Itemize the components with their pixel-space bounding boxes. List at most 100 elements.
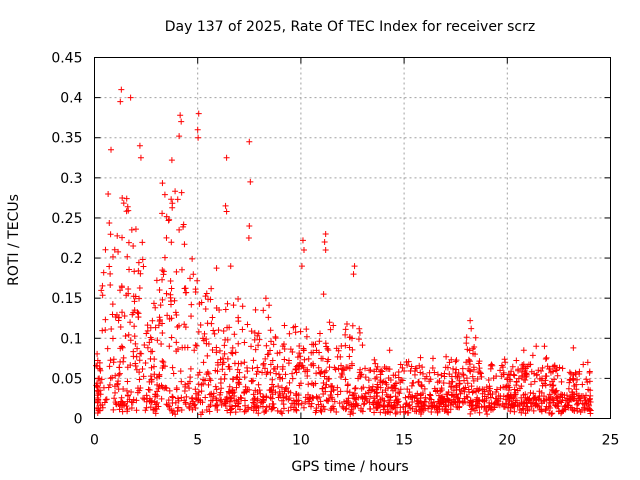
data-point: [260, 307, 267, 314]
data-point: [559, 407, 566, 414]
data-point: [234, 366, 241, 373]
data-point: [501, 356, 508, 363]
data-point: [510, 371, 517, 378]
data-point: [259, 396, 266, 403]
data-point: [267, 361, 274, 368]
data-point: [260, 361, 267, 368]
data-point: [352, 396, 359, 403]
data-point: [289, 375, 296, 382]
data-point: [118, 402, 125, 409]
data-point: [439, 396, 446, 403]
data-point: [127, 319, 134, 326]
data-point: [396, 390, 403, 397]
data-point: [159, 180, 166, 187]
data-point: [349, 403, 356, 410]
data-point: [263, 342, 270, 349]
data-point: [147, 324, 154, 331]
data-point: [399, 364, 406, 371]
data-point: [483, 395, 490, 402]
data-point: [358, 371, 365, 378]
data-point: [241, 374, 248, 381]
data-point: [248, 378, 255, 385]
data-point: [334, 384, 341, 391]
y-tick-label: 0.35: [51, 131, 82, 147]
data-point: [500, 403, 507, 410]
data-point: [242, 402, 249, 409]
data-point: [272, 335, 279, 342]
data-point: [478, 373, 485, 380]
data-point: [367, 393, 374, 400]
data-point: [228, 394, 235, 401]
data-point: [222, 202, 229, 209]
data-point: [245, 235, 252, 241]
data-point: [446, 359, 453, 366]
data-point: [357, 366, 364, 373]
data-point: [454, 394, 461, 401]
data-point: [336, 400, 343, 407]
data-point: [190, 271, 197, 278]
data-point: [173, 348, 180, 355]
data-point: [146, 339, 153, 346]
data-point: [570, 344, 577, 351]
data-point: [472, 351, 479, 358]
data-point: [271, 365, 278, 372]
data-point: [111, 383, 118, 390]
data-point: [207, 296, 214, 303]
data-point: [453, 373, 460, 380]
data-point: [182, 285, 189, 292]
data-point: [100, 269, 107, 276]
data-point: [509, 363, 516, 370]
data-point: [107, 270, 114, 277]
data-point: [131, 323, 138, 330]
data-point: [254, 395, 261, 402]
data-point: [506, 376, 513, 383]
data-point: [235, 396, 242, 403]
data-point: [286, 330, 293, 337]
data-point: [259, 403, 266, 410]
data-point: [417, 369, 424, 376]
data-point: [194, 277, 201, 284]
data-point: [112, 389, 119, 396]
data-point: [535, 367, 542, 374]
data-point: [172, 411, 179, 418]
data-point: [377, 396, 384, 403]
data-point: [169, 394, 176, 401]
data-point: [422, 405, 429, 412]
data-point: [200, 376, 207, 383]
data-point: [333, 409, 340, 416]
data-point: [194, 126, 201, 133]
data-point: [103, 396, 110, 403]
data-point: [409, 399, 416, 406]
data-point: [205, 340, 212, 347]
data-point: [528, 368, 535, 375]
data-point: [303, 333, 310, 340]
data-point: [187, 365, 194, 372]
data-point: [371, 356, 378, 363]
data-point: [254, 368, 261, 375]
data-point: [542, 355, 549, 362]
data-point: [338, 373, 345, 380]
data-point: [140, 373, 147, 380]
data-point: [160, 359, 167, 366]
data-point: [418, 382, 425, 389]
data-point: [547, 399, 554, 406]
data-point: [151, 371, 158, 378]
data-point: [175, 404, 182, 411]
data-point: [181, 344, 188, 351]
data-point: [585, 386, 592, 393]
data-point: [124, 378, 131, 385]
data-point: [230, 375, 237, 382]
data-point: [548, 411, 555, 418]
data-point: [150, 300, 157, 307]
plot-frame: [94, 57, 611, 419]
data-point: [419, 364, 426, 371]
data-point: [323, 381, 330, 388]
data-point: [219, 355, 226, 362]
data-point: [277, 409, 284, 416]
data-point: [250, 399, 257, 406]
data-point: [461, 395, 468, 402]
data-point: [277, 374, 284, 381]
data-point: [96, 359, 103, 366]
data-point: [121, 313, 128, 320]
data-point: [339, 366, 346, 373]
